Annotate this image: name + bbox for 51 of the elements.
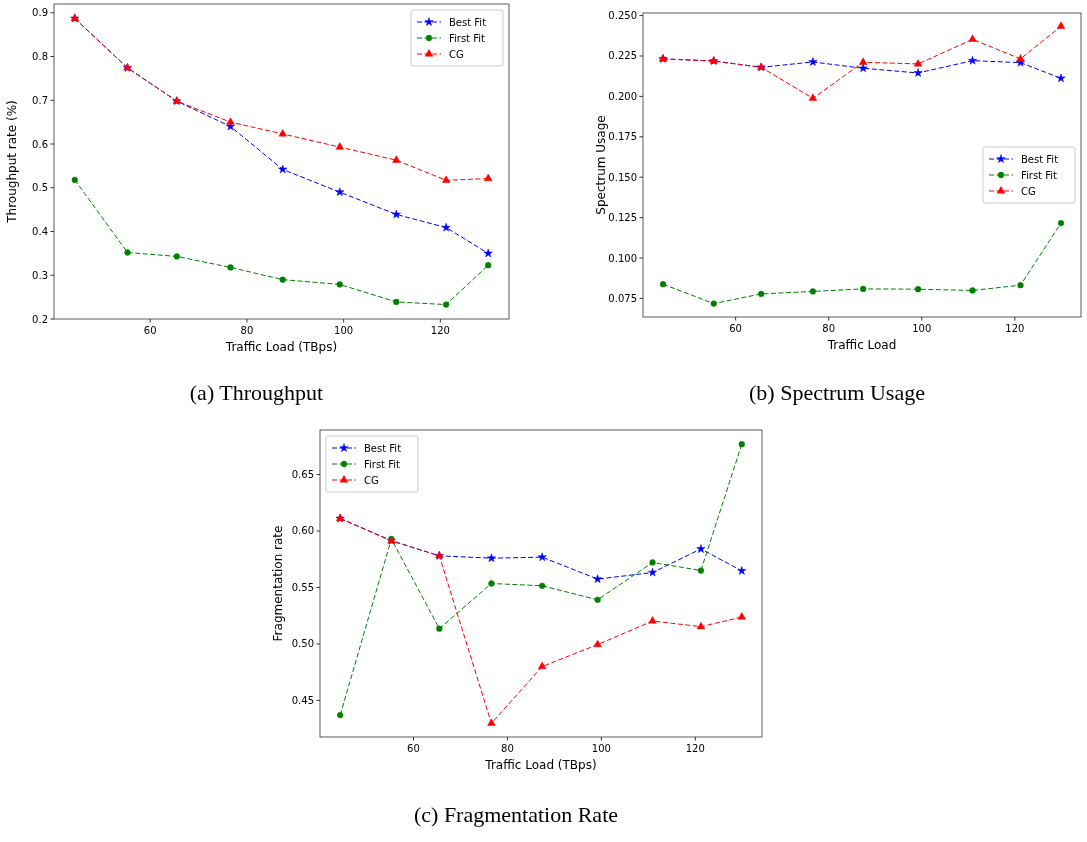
x-tick-label: 120 bbox=[1005, 323, 1025, 334]
y-tick-label: 0.9 bbox=[32, 7, 48, 19]
y-tick-label: 0.125 bbox=[608, 212, 637, 224]
x-tick-label: 100 bbox=[334, 325, 354, 336]
text: (b) Spectrum Usage bbox=[749, 380, 925, 405]
x-tick-label: 120 bbox=[430, 325, 450, 336]
y-tick-label: 0.50 bbox=[291, 638, 314, 650]
y-tick-label: 0.200 bbox=[608, 90, 637, 102]
y-tick-label: 0.100 bbox=[608, 252, 637, 264]
x-tick-label: 80 bbox=[501, 743, 514, 754]
y-tick-label: 0.5 bbox=[32, 182, 48, 194]
x-tick-label: 100 bbox=[912, 323, 932, 334]
legend-label: CG bbox=[1021, 185, 1036, 197]
x-tick-label: 60 bbox=[407, 743, 420, 754]
x-axis-title: Traffic Load (TBps) bbox=[484, 758, 597, 772]
text: (c) Fragmentation Rate bbox=[413, 802, 619, 827]
y-tick-label: 0.075 bbox=[608, 292, 637, 304]
x-tick-label: 60 bbox=[143, 325, 157, 336]
legend-label: CG bbox=[364, 474, 379, 486]
legend-label: Best Fit bbox=[449, 16, 487, 28]
x-tick-label: 60 bbox=[729, 323, 742, 334]
text: (a) Throughput bbox=[189, 380, 324, 405]
legend-label: First Fit bbox=[1021, 169, 1058, 181]
y-tick-label: 0.65 bbox=[291, 469, 314, 480]
legend-label: First Fit bbox=[364, 458, 401, 470]
y-tick-label: 0.7 bbox=[32, 94, 48, 106]
y-tick-label: 0.55 bbox=[291, 581, 314, 593]
y-axis-title: Throughput rate (%) bbox=[5, 100, 19, 224]
y-tick-label: 0.6 bbox=[32, 138, 48, 150]
x-tick-label: 80 bbox=[822, 323, 836, 334]
y-axis-title: Spectrum Usage bbox=[594, 115, 608, 215]
y-tick-label: 0.250 bbox=[608, 10, 637, 22]
y-tick-label: 0.45 bbox=[291, 694, 314, 706]
y-tick-label: 0.225 bbox=[608, 50, 637, 62]
y-tick-label: 0.60 bbox=[291, 525, 314, 537]
y-tick-label: 0.2 bbox=[32, 313, 48, 325]
y-tick-label: 0.4 bbox=[32, 226, 48, 237]
y-axis-title: Fragmentation rate bbox=[271, 525, 285, 642]
x-axis-title: Traffic Load (TBps) bbox=[224, 340, 338, 354]
x-tick-label: 120 bbox=[685, 743, 705, 754]
legend-label: Best Fit bbox=[1021, 153, 1059, 165]
y-tick-label: 0.175 bbox=[608, 131, 637, 143]
legend-label: Best Fit bbox=[364, 442, 402, 454]
x-axis-title: Traffic Load bbox=[826, 338, 897, 352]
x-tick-label: 100 bbox=[591, 743, 611, 754]
legend-label: First Fit bbox=[449, 32, 486, 44]
x-tick-label: 80 bbox=[240, 325, 254, 336]
y-tick-label: 0.3 bbox=[32, 269, 48, 281]
legend-label: CG bbox=[449, 48, 464, 60]
y-tick-label: 0.150 bbox=[608, 171, 637, 183]
y-tick-label: 0.8 bbox=[32, 51, 48, 62]
